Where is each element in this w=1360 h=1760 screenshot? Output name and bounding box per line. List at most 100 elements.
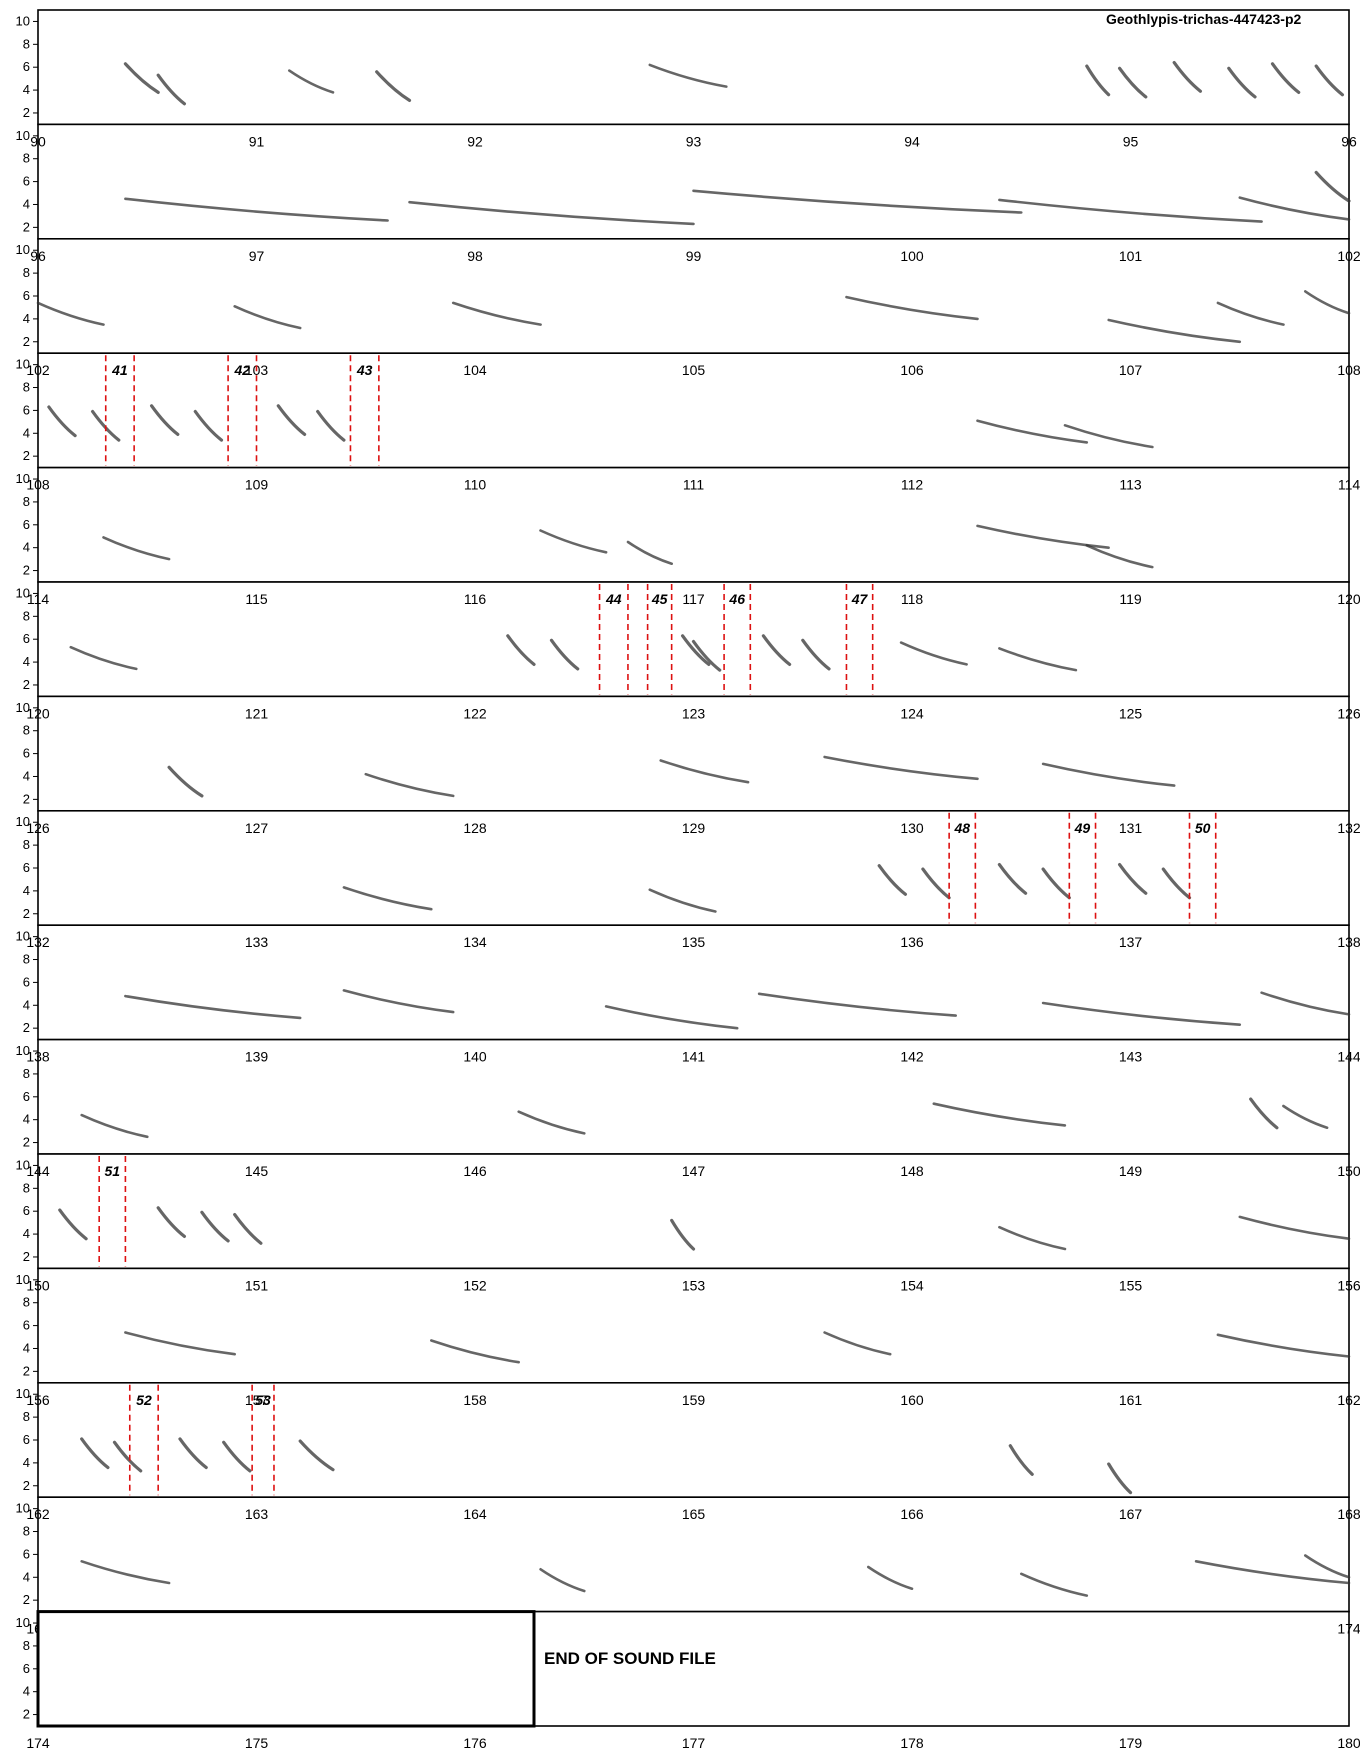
x-tick-label: 124 [900,705,924,721]
row-frame [37,1267,1350,1384]
segment-label: 41 [111,362,128,378]
y-tick-label: 6 [23,1546,30,1561]
vocalization-stroke [648,888,717,913]
x-tick-label: 161 [1119,1392,1143,1408]
x-tick-label: 95 [1123,133,1139,149]
x-tick-label: 98 [467,248,483,264]
y-tick-label: 6 [23,631,30,646]
vocalization-stroke [1304,290,1351,315]
vocalization-stroke [1314,170,1351,203]
vocalization-stroke [823,1331,892,1356]
x-tick-label: 99 [686,248,702,264]
x-tick-label: 166 [900,1506,924,1522]
row-frame [37,238,1350,355]
y-tick-label: 8 [23,1524,30,1539]
vocalization-stroke [342,989,455,1014]
x-tick-label: 159 [682,1392,706,1408]
bottom-tick-label: 176 [463,1735,487,1751]
y-tick-label: 10 [16,13,30,28]
vocalization-stroke [1161,867,1192,900]
x-tick-label: 135 [682,934,706,950]
x-tick-label: 112 [901,477,924,493]
x-tick-label: 162 [1337,1392,1360,1408]
x-tick-label: 147 [682,1163,706,1179]
y-tick-label: 2 [23,448,30,463]
x-tick-label: 105 [682,362,706,378]
vocalization-stroke [976,524,1110,549]
segment-label: 47 [851,591,869,607]
vocalization-stroke [150,404,180,436]
vocalization-stroke [123,62,160,94]
x-tick-label: 117 [682,591,705,607]
vocalization-stroke [36,301,105,326]
y-tick-label: 6 [23,1661,30,1676]
y-tick-label: 2 [23,906,30,921]
x-tick-label: 132 [26,934,50,950]
x-tick-label: 141 [682,1049,706,1065]
vocalization-stroke [691,639,722,672]
y-tick-label: 10 [16,471,30,486]
vocalization-stroke [316,409,346,442]
vocalization-stroke [233,1213,263,1245]
x-tick-label: 156 [26,1392,50,1408]
x-tick-label: 139 [245,1049,269,1065]
vocalization-stroke [877,864,907,896]
y-tick-label: 4 [23,196,30,211]
x-tick-label: 121 [245,705,269,721]
x-tick-label: 150 [26,1277,50,1293]
vocalization-stroke [124,994,302,1020]
vocalization-stroke [549,638,580,671]
x-tick-label: 97 [249,248,265,264]
x-tick-label: 129 [682,820,706,836]
vocalization-stroke [364,772,455,798]
vocalization-stroke [1041,762,1176,787]
x-tick-label: 157 [245,1392,269,1408]
x-tick-label: 110 [464,477,487,493]
x-tick-label: 109 [245,477,269,493]
vocalization-stroke [845,295,979,321]
x-tick-label: 143 [1119,1049,1143,1065]
vocalization-stroke [1085,64,1111,97]
x-tick-label: 120 [1337,591,1360,607]
x-tick-label: 123 [682,705,706,721]
x-tick-label: 138 [1337,934,1360,950]
x-tick-label: 167 [1119,1506,1143,1522]
vocalization-stroke [178,1437,208,1470]
x-tick-label: 126 [1337,705,1360,721]
y-tick-label: 8 [23,837,30,852]
x-tick-label: 153 [682,1277,706,1293]
vocalization-stroke [1107,318,1242,344]
segment-label: 49 [1074,820,1091,836]
vocalization-stroke [112,1440,143,1473]
vocalization-stroke [681,634,711,666]
chart-title: Geothlypis-trichas-447423-p2 [1106,11,1302,27]
vocalization-stroke [867,1565,914,1590]
y-tick-label: 6 [23,1203,30,1218]
vocalization-stroke [626,540,673,565]
y-tick-label: 4 [23,82,30,97]
y-tick-label: 10 [16,700,30,715]
vocalization-stroke [539,1568,586,1593]
y-tick-label: 2 [23,563,30,578]
y-tick-label: 8 [23,723,30,738]
x-tick-label: 114 [27,591,50,607]
y-tick-label: 6 [23,174,30,189]
y-tick-label: 6 [23,746,30,761]
vocalization-stroke [288,69,335,94]
y-tick-label: 6 [23,1318,30,1333]
x-tick-label: 151 [245,1277,269,1293]
x-tick-label: 111 [683,477,704,493]
segment-label: 44 [605,591,622,607]
segment-label: 48 [953,820,970,836]
x-tick-label: 127 [245,820,269,836]
x-tick-label: 160 [900,1392,924,1408]
y-tick-label: 8 [23,952,30,967]
y-tick-label: 2 [23,1707,30,1722]
vocalization-stroke [761,634,792,666]
spectrogram-rows: 2468103536373839402468109091929394959624… [16,9,1360,1727]
segment-label: 53 [255,1392,271,1408]
x-tick-label: 102 [26,362,50,378]
